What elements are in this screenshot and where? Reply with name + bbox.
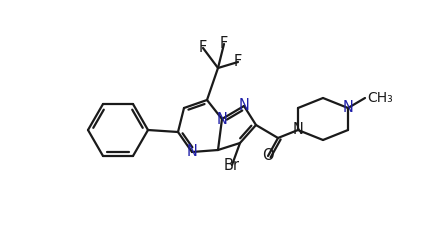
Text: N: N [293,122,304,137]
Text: F: F [199,40,207,55]
Text: CH₃: CH₃ [367,91,393,105]
Text: F: F [234,55,242,70]
Text: N: N [239,98,249,113]
Text: N: N [217,112,227,127]
Text: O: O [262,149,274,164]
Text: N: N [343,100,354,116]
Text: N: N [187,145,198,159]
Text: Br: Br [224,158,240,173]
Text: F: F [220,36,228,52]
